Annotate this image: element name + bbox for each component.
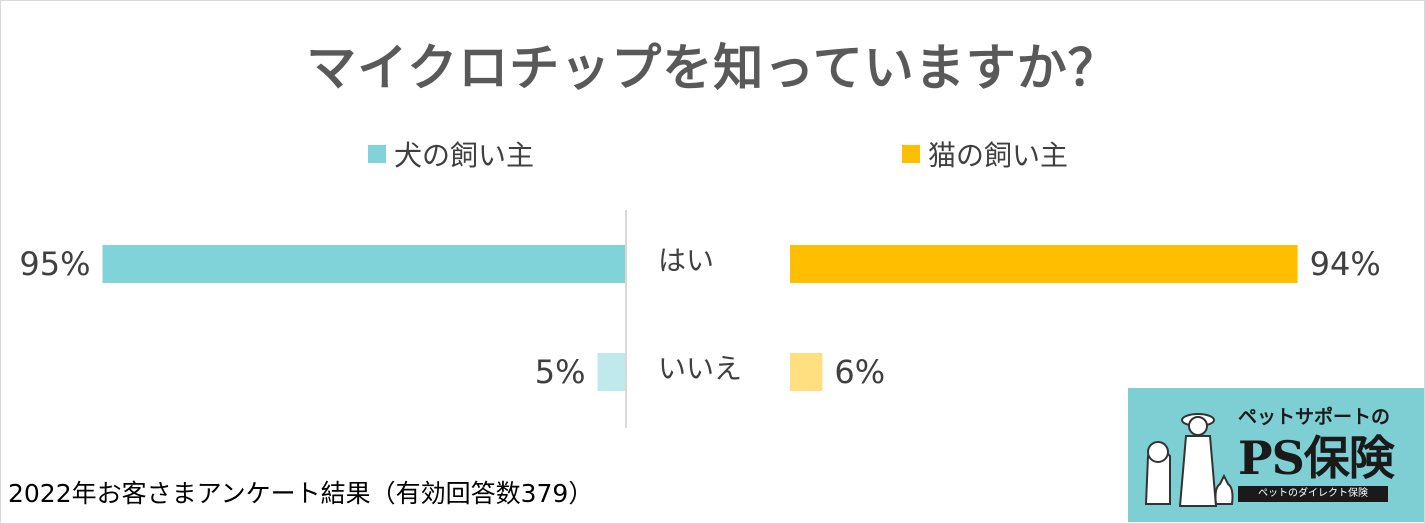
legend-dog-swatch (368, 145, 386, 163)
bar-dog-0 (102, 245, 625, 283)
legend-dog-label: 犬の飼い主 (394, 139, 535, 172)
logo-sub: ペットのダイレクト保険 (1238, 486, 1388, 502)
logo-tagline: ペットサポートの (1238, 406, 1391, 428)
chart-title: マイクロチップを知っていますか？ (306, 39, 1119, 97)
ps-hoken-logo: ペットサポートの PS保険 ペットのダイレクト保険 (1128, 388, 1424, 522)
legend-dog: 犬の飼い主 (368, 134, 534, 174)
category-label-1: いいえ (658, 352, 742, 385)
survey-note: 2022年お客さまアンケート結果（有効回答数379） (8, 479, 594, 508)
bar-cat-0 (790, 245, 1298, 283)
bar-cat-1 (790, 353, 823, 391)
legend-cat: 猫の飼い主 (902, 134, 1068, 174)
legend-cat-swatch (902, 145, 920, 163)
pet-owner-illustration-icon (1144, 413, 1234, 507)
data-label-cat-1: 6% (834, 353, 885, 391)
logo-brand: PS保険 (1238, 431, 1395, 485)
bar-dog-1 (597, 353, 625, 391)
data-label-cat-0: 94% (1310, 245, 1381, 283)
data-label-dog-1: 5% (535, 353, 586, 391)
category-label-0: はい (658, 244, 714, 277)
data-label-dog-0: 95% (19, 245, 90, 283)
legend-cat-label: 猫の飼い主 (928, 139, 1069, 172)
